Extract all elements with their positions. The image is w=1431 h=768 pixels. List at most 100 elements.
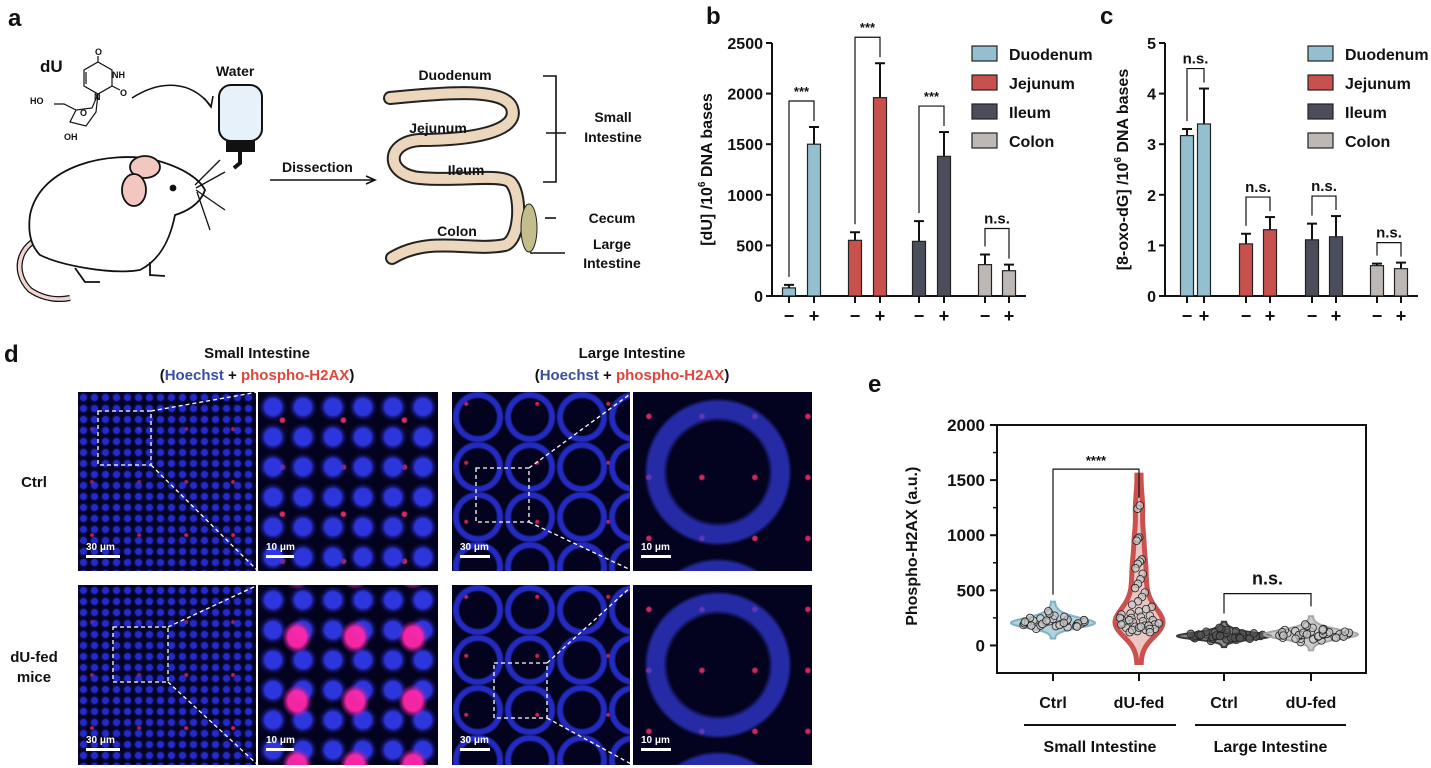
duodenum-label: Duodenum bbox=[418, 67, 491, 83]
significance-bracket bbox=[984, 227, 1010, 259]
data-point bbox=[1020, 617, 1030, 626]
data-point bbox=[1331, 633, 1341, 642]
y-tick-label: 1500 bbox=[727, 137, 763, 154]
scale-bar: 10 μm bbox=[266, 735, 295, 751]
legend-swatch bbox=[971, 45, 998, 62]
data-point bbox=[1215, 631, 1225, 641]
row-label-dufed-line1: dU-fed bbox=[10, 649, 58, 666]
y-axis-label-part: [dU] /10 bbox=[699, 187, 716, 246]
data-point bbox=[1196, 630, 1206, 640]
data-point bbox=[1186, 629, 1195, 639]
legend-entry: Duodenum bbox=[1345, 47, 1429, 64]
legend-swatch bbox=[971, 74, 998, 91]
y-tick-label: 1500 bbox=[947, 471, 985, 490]
significance-label: *** bbox=[860, 20, 876, 35]
y-axis-label-part: [8-oxo-dG] /10 bbox=[1115, 163, 1132, 271]
bar-colon-plus bbox=[1001, 270, 1017, 297]
y-axis-label-part: 6 bbox=[697, 181, 708, 187]
micrograph-small-intestine-ctrl-zoom: 10 μm bbox=[258, 392, 438, 571]
legend-swatch bbox=[971, 103, 998, 120]
significance-label: n.s. bbox=[1183, 51, 1209, 68]
bracket bbox=[543, 75, 566, 183]
significance-label: n.s. bbox=[1376, 225, 1402, 242]
x-tick-label: dU-fed bbox=[1114, 695, 1165, 712]
atom-label: O bbox=[95, 47, 102, 57]
panel-label-b: b bbox=[706, 3, 721, 30]
data-point bbox=[1127, 600, 1137, 609]
significance-bracket bbox=[1311, 195, 1337, 216]
x-tick-label: − bbox=[1307, 306, 1318, 326]
x-tick-label: − bbox=[850, 306, 861, 326]
scale-bar-label: 30 μm bbox=[460, 735, 489, 746]
x-tick-label: + bbox=[1199, 306, 1210, 326]
panel-label-a: a bbox=[8, 5, 22, 32]
scale-bar-label: 30 μm bbox=[86, 542, 115, 553]
bar-duodenum-plus bbox=[806, 143, 822, 297]
y-axis-label-part: DNA bases bbox=[1115, 69, 1132, 157]
data-point bbox=[1132, 536, 1141, 545]
bar-duodenum-minus bbox=[781, 287, 797, 297]
x-tick-label: + bbox=[1004, 306, 1015, 326]
x-tick-label: − bbox=[1182, 306, 1193, 326]
y-tick-label: 1 bbox=[1147, 238, 1156, 255]
data-point bbox=[1318, 625, 1327, 634]
y-tick-label: 1000 bbox=[727, 188, 763, 205]
bar-ileum-plus bbox=[936, 155, 952, 297]
significance-bracket bbox=[1245, 196, 1271, 226]
bar-colon-plus bbox=[1393, 268, 1409, 297]
panel-d-annotations: Small Intestine (Hoechst + phospho-H2AX)… bbox=[10, 345, 729, 766]
water-label: Water bbox=[216, 63, 255, 79]
legend-entry: Jejunum bbox=[1009, 76, 1075, 93]
data-point bbox=[1131, 564, 1140, 573]
atom-label: O bbox=[120, 88, 127, 98]
significance-bracket bbox=[1223, 593, 1312, 614]
plot-frame bbox=[996, 424, 1367, 674]
y-axis-label: [8-oxo-dG] /106 DNA bases bbox=[1113, 69, 1132, 271]
scale-bar-label: 10 μm bbox=[641, 735, 670, 746]
legend-entry: Duodenum bbox=[1009, 47, 1093, 64]
y-tick-label: 0 bbox=[976, 636, 985, 655]
atom-label: O bbox=[80, 108, 87, 118]
legend-swatch bbox=[1307, 132, 1334, 149]
data-point bbox=[1136, 622, 1146, 631]
scale-bar-label: 10 μm bbox=[266, 542, 295, 553]
significance-bracket bbox=[1052, 468, 1140, 595]
panel-label-c: c bbox=[1100, 3, 1113, 30]
group-label: Large Intestine bbox=[1214, 739, 1328, 756]
x-tick-label: − bbox=[914, 306, 925, 326]
row-label-ctrl: Ctrl bbox=[21, 474, 47, 491]
large-intestine-label-line1: Large bbox=[593, 236, 631, 252]
bar-duodenum-plus bbox=[1196, 123, 1212, 297]
y-axis-label: Phospho-H2AX (a.u.) bbox=[904, 467, 921, 626]
atom-label: N bbox=[94, 92, 101, 102]
bar-jejunum-plus bbox=[1262, 229, 1278, 297]
chart-b-du-levels: 0 500 1000 1500 2000 2500 [dU] /106 DNA bases −… bbox=[697, 20, 1093, 326]
scale-bar: 10 μm bbox=[641, 735, 671, 751]
micrograph-large-intestine-ctrl-overview: 30 μm bbox=[452, 392, 630, 571]
y-tick-label: 2000 bbox=[947, 416, 985, 435]
scale-bar-label: 30 μm bbox=[86, 735, 115, 746]
x-tick-label: + bbox=[1331, 306, 1342, 326]
data-point bbox=[1130, 583, 1140, 593]
micrograph-small-intestine-dufed-zoom: 10 μm bbox=[258, 585, 438, 765]
x-tick-label: Ctrl bbox=[1039, 695, 1067, 712]
scale-bar: 30 μm bbox=[86, 735, 120, 751]
panel-a-schematic: dU O NH N O HO O OH Water bbox=[16, 47, 642, 302]
data-point bbox=[1279, 631, 1288, 640]
y-axis-label: [dU] /106 DNA bases bbox=[697, 93, 716, 246]
water-bottle-icon bbox=[218, 84, 263, 170]
significance-bracket bbox=[1186, 67, 1205, 122]
legend-swatch bbox=[1307, 103, 1334, 120]
colon-label: Colon bbox=[437, 223, 477, 239]
significance-label: n.s. bbox=[1311, 178, 1337, 195]
scale-bar-label: 30 μm bbox=[460, 542, 489, 553]
legend-entry: Jejunum bbox=[1345, 76, 1411, 93]
x-tick-label: Ctrl bbox=[1210, 695, 1238, 712]
data-point bbox=[1340, 627, 1350, 636]
y-tick-label: 5 bbox=[1147, 36, 1156, 53]
y-tick-label: 4 bbox=[1147, 87, 1156, 104]
bar-jejunum-minus bbox=[847, 239, 863, 297]
data-point bbox=[1291, 634, 1300, 644]
column-title-large-intestine: Large Intestine bbox=[579, 345, 686, 362]
